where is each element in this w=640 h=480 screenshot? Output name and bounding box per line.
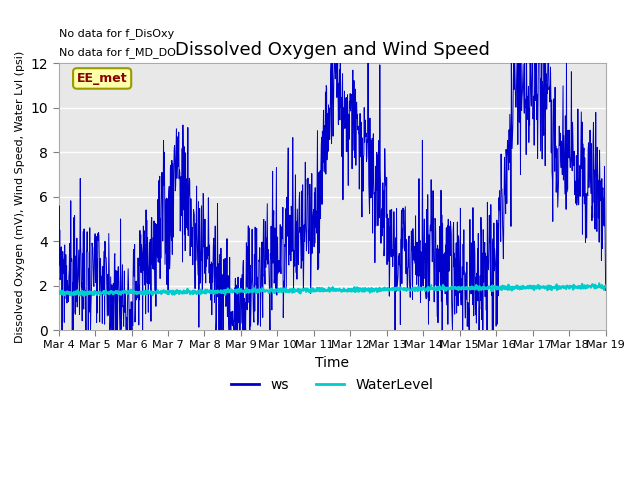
Legend: ws, WaterLevel: ws, WaterLevel <box>225 373 438 398</box>
X-axis label: Time: Time <box>315 356 349 370</box>
Text: EE_met: EE_met <box>77 72 127 85</box>
Y-axis label: Dissolved Oxygen (mV), Wind Speed, Water Lvl (psi): Dissolved Oxygen (mV), Wind Speed, Water… <box>15 50 25 343</box>
Text: No data for f_MD_DO: No data for f_MD_DO <box>59 47 175 58</box>
Title: Dissolved Oxygen and Wind Speed: Dissolved Oxygen and Wind Speed <box>175 41 490 59</box>
Text: No data for f_DisOxy: No data for f_DisOxy <box>59 28 174 39</box>
